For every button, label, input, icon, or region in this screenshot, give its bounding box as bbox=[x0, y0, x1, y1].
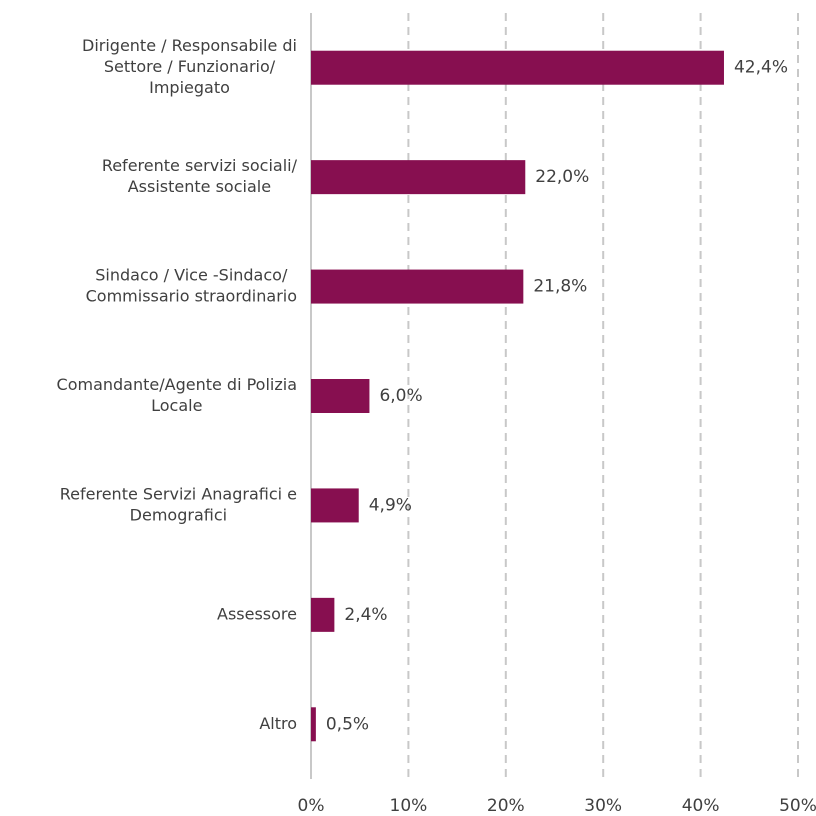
bar bbox=[311, 597, 335, 632]
value-label: 6,0% bbox=[379, 386, 422, 406]
value-label: 2,4% bbox=[344, 605, 387, 625]
bar bbox=[311, 50, 724, 85]
value-label: 42,4% bbox=[734, 58, 788, 78]
x-tick-label: 0% bbox=[298, 796, 325, 816]
bar bbox=[311, 160, 526, 195]
value-label: 21,8% bbox=[533, 277, 587, 297]
x-tick-label: 50% bbox=[779, 796, 816, 816]
y-tick-label: Settore / Funzionario/ bbox=[104, 57, 276, 76]
y-tick-label: Comandante/Agente di Polizia bbox=[57, 375, 297, 394]
bar bbox=[311, 269, 524, 304]
y-tick-label: Assessore bbox=[217, 604, 297, 623]
bar bbox=[311, 488, 359, 523]
y-tick-label: Referente Servizi Anagrafici e bbox=[60, 484, 297, 503]
x-tick-label: 10% bbox=[390, 796, 428, 816]
x-tick-label: 30% bbox=[584, 796, 622, 816]
y-tick-label: Assistente sociale bbox=[128, 177, 271, 196]
y-tick-label: Locale bbox=[151, 396, 202, 415]
y-tick-label: Sindaco / Vice -Sindaco/ bbox=[95, 266, 288, 285]
y-tick-label: Commissario straordinario bbox=[86, 287, 297, 306]
bar bbox=[311, 379, 370, 413]
x-tick-label: 20% bbox=[487, 796, 525, 816]
value-label: 0,5% bbox=[326, 714, 369, 734]
y-tick-label: Demografici bbox=[130, 505, 227, 524]
y-tick-label: Impiegato bbox=[149, 78, 230, 97]
value-label: 22,0% bbox=[535, 167, 589, 187]
y-tick-label: Referente servizi sociali/ bbox=[102, 156, 298, 175]
bar bbox=[311, 707, 316, 742]
value-label: 4,9% bbox=[369, 495, 412, 515]
y-tick-label: Dirigente / Responsabile di bbox=[82, 36, 297, 55]
x-tick-label: 40% bbox=[682, 796, 720, 816]
y-tick-label: Altro bbox=[259, 714, 297, 733]
